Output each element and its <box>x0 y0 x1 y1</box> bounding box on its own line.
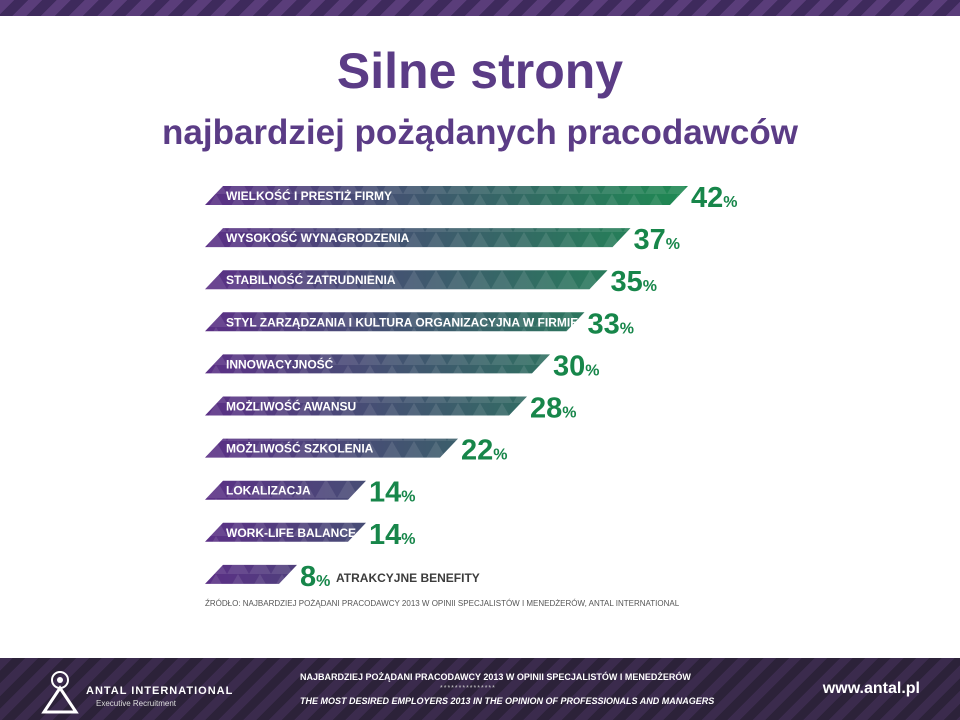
category-label: STABILNOŚĆ ZATRUDNIENIA <box>226 272 396 287</box>
value-label: 33% <box>588 308 635 340</box>
top-stripe <box>0 0 960 16</box>
antal-logo-icon <box>41 671 79 714</box>
bar-texture <box>205 480 366 500</box>
category-label: ATRAKCYJNE BENEFITY <box>336 571 480 585</box>
category-label: STYL ZARZĄDZANIA I KULTURA ORGANIZACYJNA… <box>226 315 578 329</box>
value-label: 30% <box>553 350 600 382</box>
bar-texture <box>205 564 297 584</box>
source-note: ŹRÓDŁO: NAJBARDZIEJ POŻĄDANI PRACODAWCY … <box>205 599 680 608</box>
page-subtitle: najbardziej pożądanych pracodawców <box>162 113 798 152</box>
category-label: WORK-LIFE BALANCE <box>226 526 356 540</box>
value-label: 37% <box>634 224 681 256</box>
category-label: MOŻLIWOŚĆ AWANSU <box>226 399 356 414</box>
footer-line-pl: NAJBARDZIEJ POŻĄDANI PRACODAWCY 2013 W O… <box>300 672 691 682</box>
page-title: Silne strony <box>336 43 624 99</box>
category-label: WIELKOŚĆ I PRESTIŻ FIRMY <box>226 188 392 203</box>
bar-texture <box>205 228 631 248</box>
value-label: 14% <box>369 477 416 509</box>
footer-line-en: THE MOST DESIRED EMPLOYERS 2013 IN THE O… <box>300 696 715 706</box>
category-label: WYSOKOŚĆ WYNAGRODZENIA <box>226 230 410 245</box>
value-label: 35% <box>611 266 658 298</box>
bar-texture <box>205 396 527 416</box>
value-label: 14% <box>369 519 416 551</box>
bar-chart: 42% WIELKOŚĆ I PRESTIŻ FIRMY 37% WYSOKOŚĆ W… <box>205 182 738 593</box>
footer-url-link[interactable]: www.antal.pl <box>822 680 920 697</box>
bar-texture <box>205 522 366 542</box>
value-label: 22% <box>461 435 508 467</box>
footer-stars: *************** <box>440 685 496 692</box>
footer-bar: ANTAL INTERNATIONAL Executive Recruitmen… <box>0 658 960 720</box>
bar-texture <box>205 438 458 458</box>
brand-subtitle: Executive Recruitment <box>96 699 177 708</box>
bar-texture <box>205 270 608 290</box>
value-label: 42% <box>691 182 738 214</box>
value-label: 28% <box>530 393 577 425</box>
bar-texture <box>205 312 585 332</box>
bar-texture <box>205 354 550 374</box>
category-label: LOKALIZACJA <box>226 484 311 498</box>
brand-name: ANTAL INTERNATIONAL <box>86 685 234 697</box>
bar-texture <box>205 186 688 205</box>
category-label: MOŻLIWOŚĆ SZKOLENIA <box>226 441 374 456</box>
category-label: INNOWACYJNOŚĆ <box>226 356 334 371</box>
value-label: 8% <box>300 561 330 593</box>
